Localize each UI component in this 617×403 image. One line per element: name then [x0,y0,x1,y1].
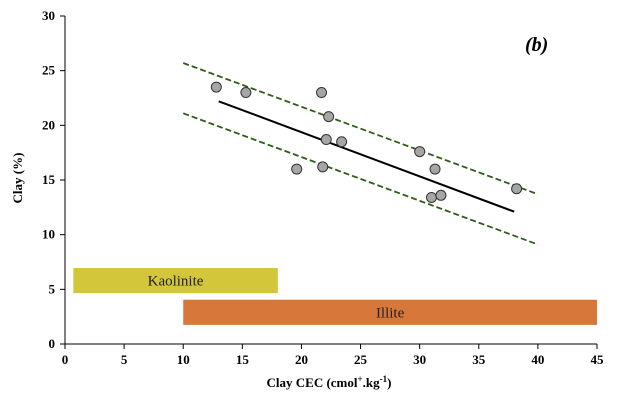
y-tick-label: 0 [49,336,56,351]
axis-ticks: 0 5 10 15 20 25 30 0 5 10 15 20 25 30 35 40 45 [42,8,604,367]
x-axis-label-sup: + [358,374,363,384]
panel-label: (b) [525,34,548,56]
data-point [511,183,523,195]
upper-confidence-line [182,62,539,196]
kaolinite-range-label: Kaolinite [148,274,204,290]
axes [64,16,597,345]
data-point [435,189,447,201]
x-axis-label: Clay CEC (cmol+.kg-1) [267,374,392,390]
x-axis-label-main: Clay CEC (cmol [267,375,358,390]
data-point [414,146,426,158]
x-tick-label: 15 [236,352,250,367]
x-tick-label: 20 [295,352,308,367]
x-tick-label: 45 [591,352,605,367]
data-point [320,134,332,146]
y-tick-label: 15 [42,172,56,187]
data-point [291,163,303,175]
x-tick-label: 35 [472,352,486,367]
x-tick-label: 25 [354,352,368,367]
data-point [336,136,348,148]
data-point [317,161,329,173]
regression-lines [182,62,539,246]
x-tick-label: 5 [121,352,128,367]
y-axis-label: Clay (%) [10,153,25,204]
data-points [210,81,523,203]
regression-fit-line [218,100,515,213]
kaolinite-range-bar [73,268,278,294]
y-tick-label: 20 [42,117,55,132]
x-axis-label-sup2: -1 [380,374,388,384]
x-tick-label: 40 [531,352,544,367]
x-tick-label: 30 [413,352,426,367]
data-point [425,191,437,203]
mineral-ranges: Kaolinite Illite [73,268,597,325]
x-axis-label-mid: .kg [363,375,380,390]
y-tick-label: 5 [49,281,56,296]
data-point [323,111,335,123]
illite-range-label: Illite [376,305,405,321]
illite-range-bar [183,299,597,325]
data-point [240,87,252,99]
x-tick-label: 0 [62,352,69,367]
y-tick-label: 10 [42,227,55,242]
x-tick-label: 10 [177,352,190,367]
y-tick-label: 25 [42,63,56,78]
lower-confidence-line [182,112,539,246]
y-tick-label: 30 [42,8,55,23]
data-point [429,163,441,175]
data-point [210,81,222,93]
x-axis-label-end: ) [387,375,391,390]
data-point [316,87,328,99]
